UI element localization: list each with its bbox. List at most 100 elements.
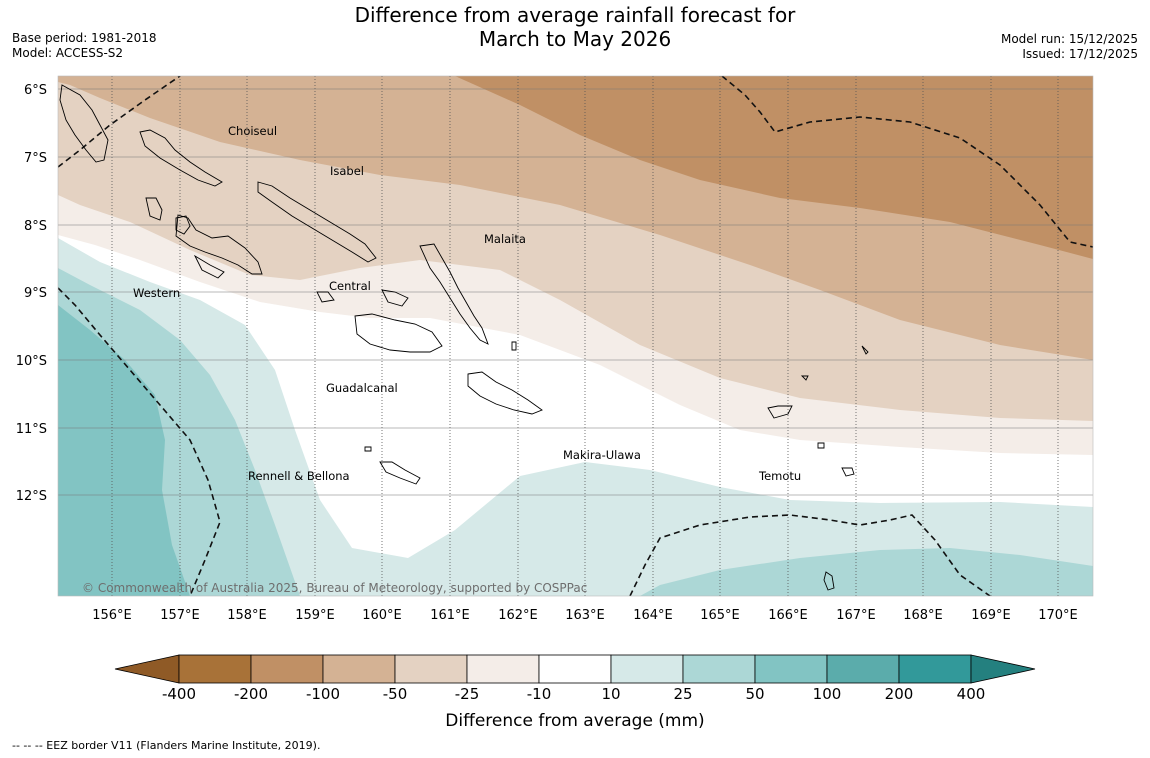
model-text: Model: ACCESS-S2	[12, 46, 124, 60]
run-info: Model run: 15/12/2025 Issued: 17/12/2025	[1001, 32, 1138, 62]
lon-label-166e: 166°E	[768, 608, 808, 623]
model-run-text: Model run: 15/12/2025	[1000, 32, 1138, 46]
vanikoro-island	[841, 467, 855, 477]
colorbar-tick-label: 10	[601, 685, 620, 703]
rendova	[193, 254, 225, 279]
lat-label-12s: 12°S	[16, 489, 47, 504]
colorbar-title: Difference from average (mm)	[445, 711, 704, 731]
region-label-temotu: Temotu	[758, 469, 801, 483]
copyright-text: © Commonwealth of Australia 2025, Bureau…	[82, 581, 587, 595]
lat-label-10s: 10°S	[16, 354, 47, 369]
colorbar-swatch	[682, 654, 756, 684]
anuta-island	[823, 571, 835, 591]
region-label-malaita: Malaita	[484, 232, 526, 246]
lat-label-9s: 9°S	[24, 286, 47, 301]
lon-label-158e: 158°E	[227, 608, 267, 623]
colorbar-swatch	[250, 654, 324, 684]
latitude-labels: 6°S 7°S 8°S 9°S 10°S 11°S 12°S	[16, 83, 47, 504]
lon-label-162e: 162°E	[498, 608, 538, 623]
band-wet-sw-50-100	[58, 305, 190, 596]
colorbar-extend-high	[970, 654, 1036, 684]
band-wet-sw-10-25	[58, 238, 1093, 596]
colorbar-tick-label: 200	[885, 685, 914, 703]
map-title: Difference from average rainfall forecas…	[0, 3, 1150, 51]
rainfall-anomaly-field	[58, 76, 1093, 596]
colorbar-extend-low	[114, 654, 180, 684]
colorbar-tick-label: -100	[306, 685, 340, 703]
parallels	[58, 88, 1093, 496]
colorbar: -400 -200 -100 -50 -25 -10 10 25 50 100 …	[114, 654, 1036, 731]
lat-label-8s: 8°S	[24, 219, 47, 234]
utupua-island	[817, 442, 825, 449]
longitude-labels: 156°E 157°E 158°E 159°E 160°E 161°E 162°…	[92, 608, 1078, 623]
eez-footnote: -- -- -- EEZ border V11 (Flanders Marine…	[12, 739, 321, 752]
title-line-1: Difference from average rainfall forecas…	[354, 3, 796, 27]
map-frame	[57, 75, 1094, 597]
guadalcanal-island	[354, 313, 443, 353]
band-wet-se-25-50	[640, 548, 1093, 596]
colorbar-swatch	[322, 654, 396, 684]
colorbar-swatches	[178, 654, 972, 684]
colorbar-tick-label: -200	[234, 685, 268, 703]
makira-island	[467, 371, 543, 415]
vella-lavella	[145, 197, 163, 221]
region-label-guadalcanal: Guadalcanal	[326, 381, 398, 395]
colorbar-swatch	[610, 654, 684, 684]
region-label-central: Central	[329, 279, 371, 293]
rennell-island	[379, 461, 421, 485]
base-period-text: Base period: 1981-2018	[12, 31, 157, 45]
lon-label-156e: 156°E	[92, 608, 132, 623]
bellona-island	[364, 446, 372, 452]
colorbar-tick-label: -10	[527, 685, 552, 703]
region-label-rennell-bellona: Rennell & Bellona	[248, 469, 350, 483]
band-dry-200-100	[455, 76, 1093, 259]
lat-label-7s: 7°S	[24, 151, 47, 166]
colorbar-tick-label: 25	[673, 685, 692, 703]
new-georgia-islands	[175, 214, 263, 275]
colorbar-swatch	[538, 654, 612, 684]
lon-label-167e: 167°E	[836, 608, 876, 623]
colorbar-tick-label: 50	[745, 685, 764, 703]
lat-label-6s: 6°S	[24, 83, 47, 98]
colorbar-swatch	[898, 654, 972, 684]
lat-label-11s: 11°S	[16, 422, 47, 437]
duff-islands	[800, 375, 809, 381]
lon-label-169e: 169°E	[971, 608, 1011, 623]
lon-label-168e: 168°E	[903, 608, 943, 623]
islands	[59, 84, 869, 591]
kolombangara	[175, 215, 191, 235]
russell-islands	[316, 291, 335, 303]
choiseul-island	[139, 129, 223, 187]
region-label-choiseul: Choiseul	[228, 124, 277, 138]
colorbar-tick-labels: -400 -200 -100 -50 -25 -10 10 25 50 100 …	[162, 685, 985, 703]
colorbar-tick-label: -400	[162, 685, 196, 703]
region-label-western: Western	[133, 286, 180, 300]
lon-label-160e: 160°E	[362, 608, 402, 623]
lon-label-165e: 165°E	[700, 608, 740, 623]
colorbar-tick-label: -25	[455, 685, 480, 703]
eez-border	[58, 76, 1093, 596]
lon-label-157e: 157°E	[160, 608, 200, 623]
issued-text: Issued: 17/12/2025	[1022, 47, 1138, 61]
colorbar-tick-label: 100	[813, 685, 842, 703]
region-label-makira-ulawa: Makira-Ulawa	[563, 448, 641, 462]
florida-islands	[381, 289, 409, 307]
colorbar-tick-label: -50	[383, 685, 408, 703]
colorbar-swatch	[826, 654, 900, 684]
colorbar-swatch	[754, 654, 828, 684]
lon-label-163e: 163°E	[565, 608, 605, 623]
santa-cruz-island	[767, 405, 793, 419]
malaita-island	[419, 243, 489, 345]
grid	[58, 76, 1093, 596]
lon-label-164e: 164°E	[633, 608, 673, 623]
lon-label-159e: 159°E	[295, 608, 335, 623]
reef-islands	[861, 345, 869, 355]
colorbar-swatch	[394, 654, 468, 684]
small-malaita-island	[511, 341, 517, 351]
region-labels: Choiseul Isabel Malaita Western Central …	[133, 124, 801, 483]
isabel-island	[257, 181, 377, 263]
lon-label-170e: 170°E	[1038, 608, 1078, 623]
colorbar-swatch	[466, 654, 540, 684]
shortland-islands	[59, 84, 109, 163]
